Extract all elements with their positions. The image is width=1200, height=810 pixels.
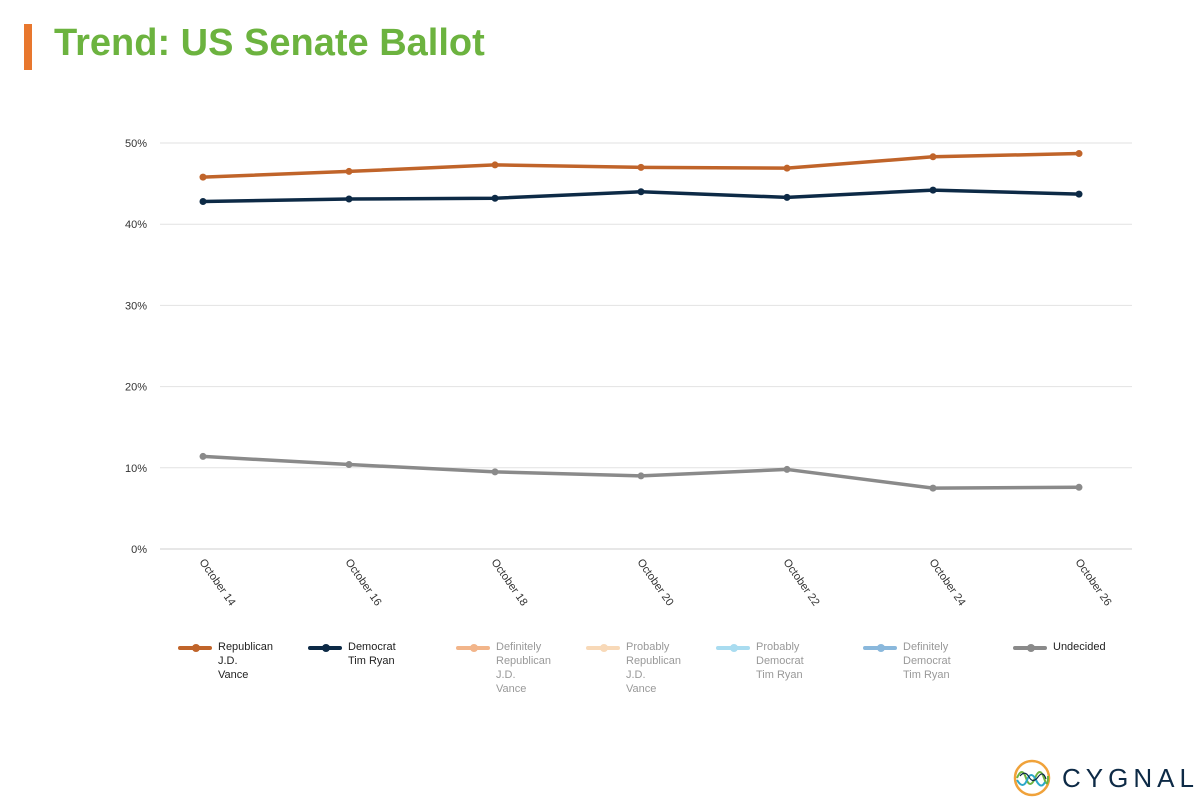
legend-item: Definitely Republican J.D. Vance [456,640,551,696]
y-tick-label: 20% [125,382,147,394]
legend-label-line: Definitely [496,641,542,653]
x-tick-label: October 20 [635,557,676,608]
y-tick-label: 0% [131,544,147,556]
legend-label-line: Republican J.D. [496,655,552,681]
x-tick-label: October 14 [197,557,238,608]
data-point [345,167,353,175]
x-tick-label: October 18 [489,557,530,608]
legend-label-line: Tim Ryan [756,669,803,681]
legend-label: Probably Republican J.D. Vance [626,640,681,696]
data-point [637,188,645,196]
data-point [199,452,207,460]
legend-label-line: Probably [626,641,670,653]
legend-label: Democrat Tim Ryan [348,640,396,668]
data-point [929,484,937,492]
data-point [1075,190,1083,198]
legend-label-line: Vance [218,669,249,681]
legend-label-line: Undecided [1053,641,1106,653]
legend-item: Democrat Tim Ryan [308,640,396,668]
legend-label-line: Democrat Tim Ryan [903,655,951,681]
data-point [637,163,645,171]
legend-item: Definitely Democrat Tim Ryan [863,640,951,682]
legend-swatch [1013,640,1047,654]
legend-swatch [456,640,490,654]
legend-label-line: Republican J.D. [626,655,682,681]
legend-label-line: Probably Democrat [756,641,804,667]
legend-label-line: Vance [496,683,527,695]
data-point [491,468,499,476]
legend-label-line: Democrat Tim Ryan [348,641,396,667]
legend-item: Probably Democrat Tim Ryan [716,640,804,682]
legend-label: Definitely Democrat Tim Ryan [903,640,951,682]
data-point [491,161,499,169]
legend-item: Republican J.D. Vance [178,640,273,682]
data-point [783,193,791,201]
y-tick-label: 10% [125,463,147,475]
data-point [199,173,207,181]
x-tick-label: October 22 [781,557,822,608]
y-tick-label: 40% [125,219,147,231]
data-point [1075,150,1083,158]
legend-label: Republican J.D. Vance [218,640,273,682]
data-point [199,197,207,205]
x-tick-label: October 26 [1073,557,1114,608]
legend-swatch [178,640,212,654]
legend-swatch [586,640,620,654]
legend-label-line: Vance [626,683,657,695]
cygnal-wave-logo-icon [1013,759,1051,797]
logo-text: CYGNAL [1062,762,1199,793]
data-point [929,153,937,161]
series-line [201,454,1081,490]
data-point [783,164,791,172]
y-tick-label: 50% [125,138,147,150]
data-point [783,465,791,473]
data-point [637,472,645,480]
legend-label: Definitely Republican J.D. Vance [496,640,551,696]
data-point [1075,483,1083,491]
x-tick-label: October 16 [343,557,384,608]
legend-label-line: Republican J.D. [218,641,274,667]
legend-swatch [863,640,897,654]
page-title: Trend: US Senate Ballot [54,22,485,64]
legend-label-line: Definitely [903,641,949,653]
legend-label: Probably Democrat Tim Ryan [756,640,804,682]
data-point [345,195,353,203]
x-tick-label: October 24 [927,557,968,608]
data-point [929,186,937,194]
title-accent-bar [24,24,32,70]
cygnal-logo: CYGNAL [1012,756,1194,800]
y-tick-label: 30% [125,300,147,312]
trend-line-chart: 0% 10% 20% 30% 40% 50% October 14 October 16 Oct… [125,138,1132,608]
legend-swatch [716,640,750,654]
legend-label: Undecided [1053,640,1106,654]
data-point [345,461,353,469]
data-point [491,194,499,202]
legend-item: Undecided [1013,640,1106,654]
legend-swatch [308,640,342,654]
legend-item: Probably Republican J.D. Vance [586,640,681,696]
